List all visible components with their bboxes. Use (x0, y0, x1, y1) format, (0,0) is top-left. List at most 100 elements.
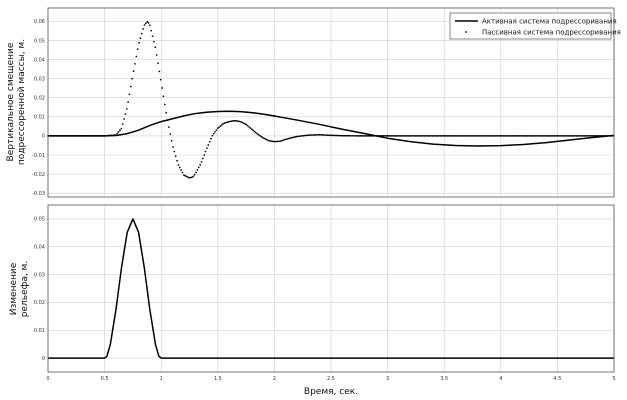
x-tick-label: 0.5 (101, 376, 109, 382)
passive-series-point (589, 135, 591, 137)
passive-series-point (77, 135, 79, 137)
passive-series-point (328, 134, 331, 137)
passive-series-point (407, 135, 409, 137)
passive-series-point (253, 130, 256, 133)
passive-series-point (509, 135, 511, 137)
passive-series-point (119, 129, 121, 131)
passive-series-point (53, 135, 56, 137)
top-lines (47, 21, 615, 179)
passive-series-point (528, 135, 530, 137)
passive-series-point (378, 135, 381, 137)
passive-series-point (498, 135, 500, 137)
passive-series-point (529, 135, 532, 137)
passive-series-point (355, 134, 358, 137)
passive-series-point (612, 135, 614, 137)
passive-series-point (293, 136, 295, 139)
passive-series-point (169, 133, 172, 135)
passive-series-point (115, 134, 117, 136)
passive-series-point (473, 135, 476, 137)
passive-series-point (265, 138, 268, 141)
passive-series-point (571, 135, 574, 137)
passive-series-point (203, 154, 206, 156)
passive-series-point (64, 135, 67, 137)
passive-series-point (409, 135, 412, 137)
passive-series-point (530, 135, 533, 137)
passive-series-point (341, 134, 344, 137)
passive-series-point (494, 135, 496, 137)
passive-series-point (181, 171, 184, 174)
passive-series-point (563, 135, 566, 137)
y-tick-label: 0.04 (34, 245, 45, 251)
passive-series-point (381, 135, 384, 137)
passive-series-point (138, 41, 140, 44)
passive-series-point (282, 139, 284, 142)
passive-series-point (578, 135, 580, 137)
passive-series-point (526, 135, 529, 137)
passive-series-point (56, 135, 59, 137)
passive-series-point (538, 135, 541, 137)
passive-series-point (55, 135, 58, 137)
passive-series-point (532, 135, 534, 137)
passive-series-point (460, 135, 462, 137)
passive-series-point (222, 122, 225, 125)
passive-series-point (307, 134, 310, 136)
passive-series-point (58, 135, 60, 137)
passive-series-point (557, 135, 560, 137)
passive-series-point (189, 176, 192, 179)
passive-series-point (261, 136, 264, 139)
passive-series-point (398, 135, 401, 137)
passive-series-point (90, 135, 93, 137)
passive-series-point (274, 140, 276, 143)
passive-series-point (113, 134, 116, 136)
passive-series-point (290, 137, 292, 139)
passive-series-point (240, 120, 242, 123)
passive-series-point (180, 169, 182, 171)
passive-series-point (67, 135, 70, 137)
passive-series-point (325, 134, 328, 136)
passive-series-point (143, 24, 146, 26)
passive-series-point (256, 132, 259, 135)
passive-series-point (178, 166, 181, 169)
x-tick-label: 2.5 (327, 376, 335, 382)
passive-series-point (91, 135, 94, 137)
passive-series-point (81, 135, 83, 137)
passive-series-point (347, 134, 350, 137)
passive-series-point (196, 169, 199, 171)
passive-series-point (523, 135, 526, 137)
passive-series-point (392, 135, 394, 137)
passive-series-point (98, 135, 101, 137)
passive-series-point (551, 135, 553, 137)
passive-series-point (572, 135, 575, 137)
passive-series-point (371, 135, 374, 137)
passive-series-point (235, 120, 238, 122)
passive-series-point (82, 135, 85, 137)
passive-series-point (306, 134, 309, 137)
passive-series-point (219, 125, 222, 127)
passive-series-point (49, 135, 52, 137)
passive-series-point (267, 139, 269, 142)
y-tick-label: 0.03 (34, 272, 45, 278)
passive-series-point (426, 135, 428, 137)
passive-series-point (280, 139, 283, 142)
passive-series-point (450, 135, 453, 137)
passive-series-point (144, 22, 147, 25)
passive-series-point (388, 135, 390, 137)
passive-series-point (416, 135, 419, 137)
y-tick-label: -0.01 (32, 153, 45, 159)
passive-series-point (375, 135, 378, 137)
passive-series-point (403, 135, 405, 137)
passive-series-point (215, 129, 218, 131)
y-tick-label: 0.06 (34, 19, 45, 25)
passive-series-point (367, 135, 370, 137)
passive-series-point (470, 135, 473, 137)
passive-series-point (507, 135, 510, 137)
passive-series-point (135, 55, 138, 58)
passive-series-point (396, 135, 398, 137)
passive-series-point (286, 138, 288, 140)
passive-series-point (556, 135, 559, 137)
passive-series-point (271, 140, 273, 143)
passive-series-point (336, 134, 339, 137)
legend-box (449, 12, 612, 40)
passive-series-point (495, 135, 498, 137)
passive-series-point (298, 135, 301, 138)
